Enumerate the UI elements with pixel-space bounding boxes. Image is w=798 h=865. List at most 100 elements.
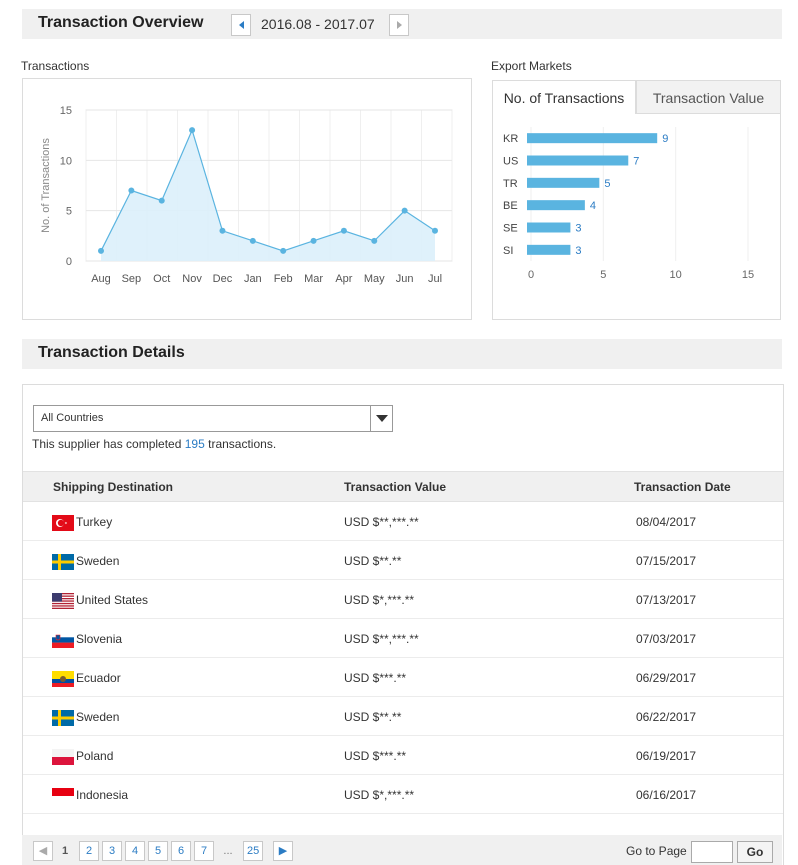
y-tick-label: 5 xyxy=(66,206,72,218)
flag-sweden-icon xyxy=(52,554,74,570)
y-tick-label: US xyxy=(503,156,518,168)
page-3[interactable]: 3 xyxy=(102,841,122,861)
x-tick-label: Apr xyxy=(335,273,352,285)
header-transaction-value: Transaction Value xyxy=(344,480,447,494)
page-4[interactable]: 4 xyxy=(125,841,145,861)
y-tick-label: SI xyxy=(503,245,513,257)
x-tick-label: 5 xyxy=(600,269,606,281)
x-tick-label: 10 xyxy=(670,269,682,281)
next-page-button[interactable]: ▶ xyxy=(273,841,293,861)
x-tick-label: Jun xyxy=(396,273,414,285)
table-row: Indonesia USD $*,***.** 06/16/2017 xyxy=(23,775,783,814)
row-date: 06/29/2017 xyxy=(636,671,697,685)
go-button[interactable]: Go xyxy=(737,841,773,863)
header-shipping-destination: Shipping Destination xyxy=(53,480,173,494)
page-2[interactable]: 2 xyxy=(79,841,99,861)
row-country: Ecuador xyxy=(76,671,121,685)
next-period-button[interactable] xyxy=(389,14,409,36)
chevron-left-icon xyxy=(239,21,244,29)
data-label: 9 xyxy=(662,133,668,145)
row-value: USD $***.** xyxy=(344,671,407,685)
period-range: 2016.08 - 2017.07 xyxy=(261,16,375,32)
goto-page-input[interactable] xyxy=(691,841,733,863)
series-line xyxy=(100,128,436,252)
y-tick-label: 15 xyxy=(60,105,72,117)
prev-page-button[interactable]: ◀ xyxy=(33,841,53,861)
tab-no-of-transactions[interactable]: No. of Transactions xyxy=(492,80,636,114)
transactions-chart-label: Transactions xyxy=(21,59,90,73)
caret-down-icon xyxy=(376,415,388,422)
row-value: USD $*,***.** xyxy=(344,788,415,802)
series-area xyxy=(101,130,435,261)
pagination-bar: ◀ 1 2 3 4 5 6 7 ... 25 ▶ Go to Page Go xyxy=(22,835,782,865)
chevron-right-icon xyxy=(397,21,402,29)
x-tick-label: Jan xyxy=(244,273,262,285)
data-point xyxy=(219,227,226,234)
bar xyxy=(527,200,585,211)
export-markets-panel: 0 5 10 15 KR 9 US 7 TR 5 BE 4 SE 3 SI 3 xyxy=(492,80,781,320)
flag-turkey-icon xyxy=(52,515,74,531)
bar xyxy=(527,222,571,233)
y-tick-label: TR xyxy=(503,178,518,190)
row-value: USD $*,***.** xyxy=(344,593,415,607)
row-date: 07/15/2017 xyxy=(636,554,697,568)
row-date: 07/13/2017 xyxy=(636,593,697,607)
x-tick-label: Mar xyxy=(304,273,323,285)
x-tick-label: Sep xyxy=(122,273,142,285)
flag-sweden-icon xyxy=(52,710,74,726)
details-panel xyxy=(22,384,784,865)
page-25[interactable]: 25 xyxy=(243,841,264,861)
row-date: 06/16/2017 xyxy=(636,788,697,802)
page-6[interactable]: 6 xyxy=(171,841,191,861)
data-point xyxy=(432,227,438,234)
bar xyxy=(527,244,571,255)
data-label: 4 xyxy=(590,200,596,212)
transactions-chart-panel: 0 5 10 15 No. of Transactions Aug Sep Oct Nov Dec… xyxy=(22,78,472,320)
data-point xyxy=(98,247,104,254)
prev-period-button[interactable] xyxy=(231,14,251,36)
page-7[interactable]: 7 xyxy=(194,841,214,861)
table-header: Shipping Destination Transaction Value T… xyxy=(23,471,783,502)
x-tick-label: Oct xyxy=(153,273,170,285)
row-country: United States xyxy=(76,593,149,607)
details-header: Transaction Details xyxy=(22,339,782,369)
data-point xyxy=(280,247,287,254)
table-row: Ecuador USD $***.** 06/29/2017 xyxy=(23,658,783,697)
data-label: 7 xyxy=(633,156,639,168)
x-tick-label: Nov xyxy=(182,273,202,285)
export-markets-label: Export Markets xyxy=(491,59,572,73)
details-title: Transaction Details xyxy=(38,344,185,361)
table-row: United States USD $*,***.** 07/13/2017 xyxy=(23,580,783,619)
dropdown-toggle[interactable] xyxy=(370,406,392,431)
tab-transaction-value[interactable]: Transaction Value xyxy=(636,80,781,114)
page-5[interactable]: 5 xyxy=(148,841,168,861)
data-point xyxy=(158,197,165,204)
row-date: 06/19/2017 xyxy=(636,749,697,763)
flag-poland-icon xyxy=(52,749,74,765)
data-point xyxy=(310,237,317,244)
transaction-count: 195 xyxy=(184,437,205,451)
x-tick-label: Aug xyxy=(91,273,111,285)
data-point xyxy=(189,127,196,134)
row-date: 08/04/2017 xyxy=(636,515,697,529)
row-country: Poland xyxy=(76,749,114,763)
country-filter-select[interactable]: All Countries xyxy=(33,405,393,432)
page-1[interactable]: 1 xyxy=(61,845,69,857)
transactions-line-chart: 0 5 10 15 No. of Transactions Aug Sep Oct Nov Dec… xyxy=(40,105,453,285)
goto-page-label: Go to Page xyxy=(626,844,687,858)
y-tick-label: SE xyxy=(503,223,518,235)
row-date: 06/22/2017 xyxy=(636,710,697,724)
x-tick-label: May xyxy=(364,273,385,285)
bar xyxy=(527,177,600,188)
row-value: USD $**,***.** xyxy=(344,632,419,646)
y-tick-label: KR xyxy=(503,133,518,145)
page-ellipsis: ... xyxy=(223,845,233,857)
y-tick-label: 10 xyxy=(60,155,72,167)
export-markets-bar-chart: 0 5 10 15 KR 9 US 7 TR 5 BE 4 SE 3 SI 3 xyxy=(503,127,754,281)
flag-ecuador-icon xyxy=(52,671,74,687)
x-tick-label: Jul xyxy=(428,273,442,285)
row-value: USD $**.** xyxy=(344,554,402,568)
data-point xyxy=(401,207,408,214)
overview-title: Transaction Overview xyxy=(38,14,204,31)
row-value: USD $**,***.** xyxy=(344,515,419,529)
